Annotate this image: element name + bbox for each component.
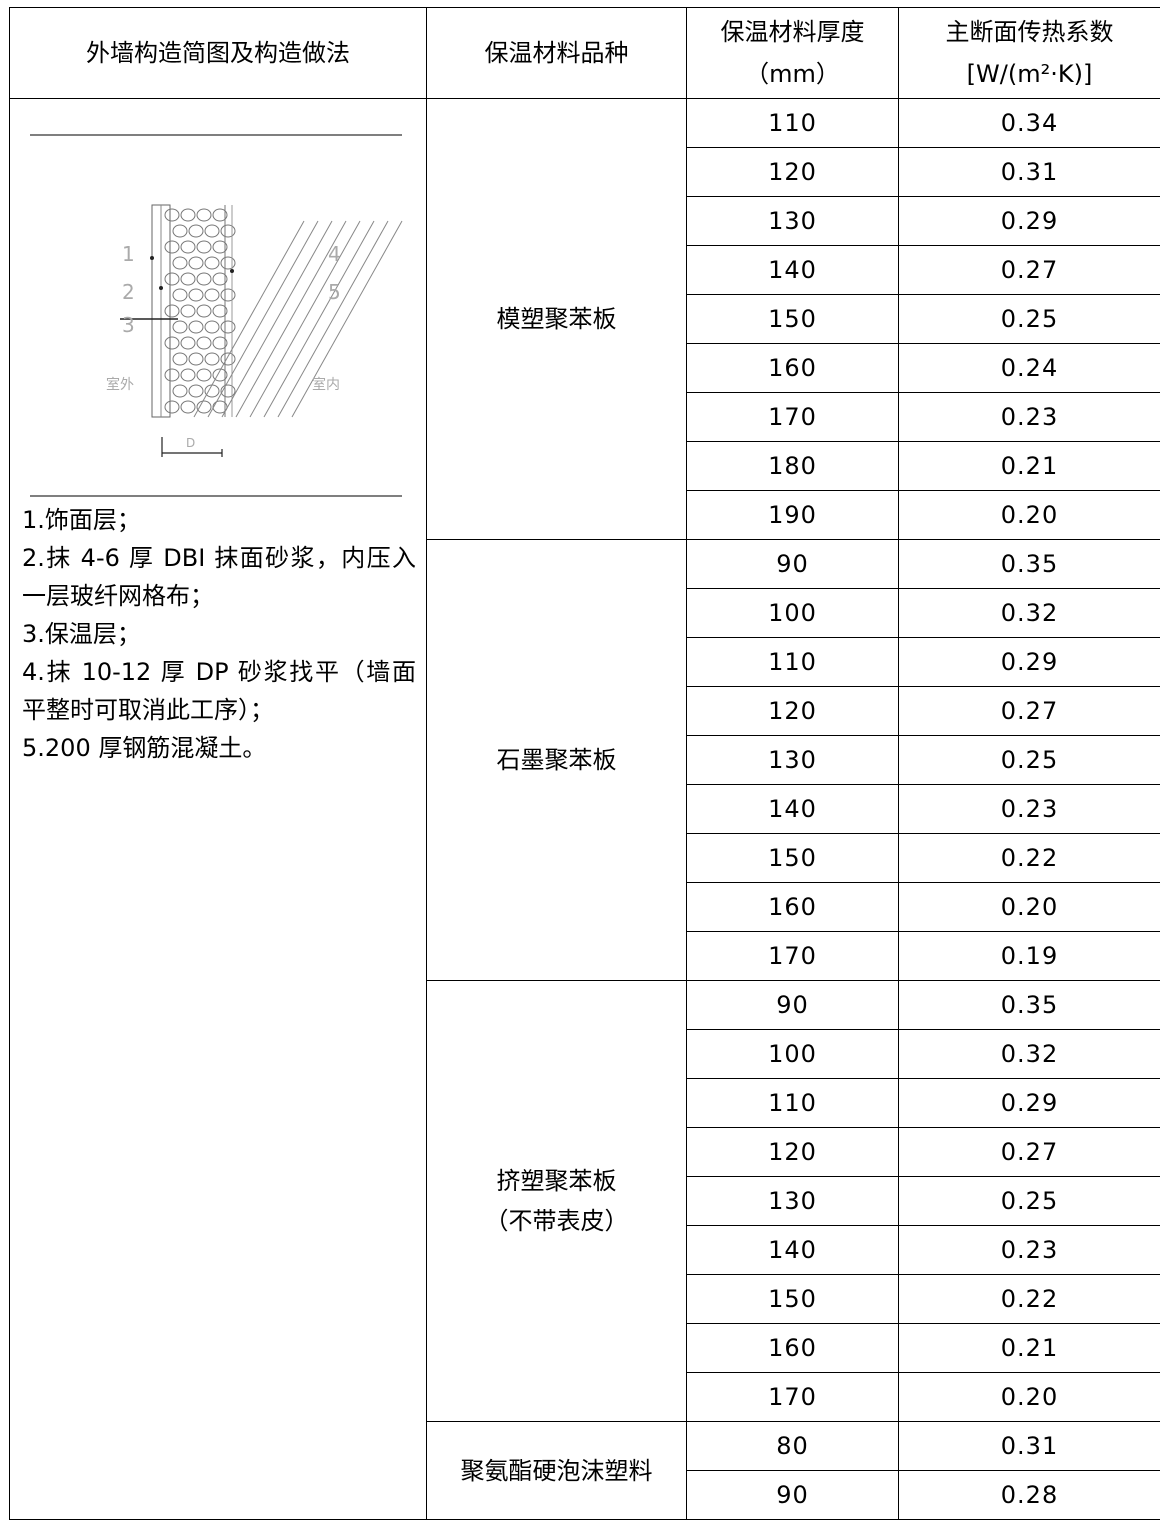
k-value-cell: 0.21 [899, 1324, 1160, 1373]
thickness-cell: 90 [687, 981, 899, 1030]
material-cell: 挤塑聚苯板（不带表皮） [427, 981, 687, 1422]
thickness-cell: 130 [687, 736, 899, 785]
thickness-cell: 160 [687, 883, 899, 932]
k-value-cell: 0.31 [899, 1422, 1160, 1471]
k-value-cell: 0.29 [899, 197, 1160, 246]
thickness-cell: 170 [687, 393, 899, 442]
k-value-cell: 0.20 [899, 491, 1160, 540]
thickness-cell: 160 [687, 1324, 899, 1373]
header-material: 保温材料品种 [427, 8, 687, 99]
k-value-cell: 0.25 [899, 295, 1160, 344]
header-row: 外墙构造简图及构造做法 保温材料品种 保温材料厚度（mm） 主断面传热系数[W/… [10, 8, 1160, 99]
thickness-cell: 110 [687, 99, 899, 148]
k-value-cell: 0.31 [899, 148, 1160, 197]
thickness-cell: 180 [687, 442, 899, 491]
k-value-cell: 0.23 [899, 785, 1160, 834]
thickness-cell: 150 [687, 834, 899, 883]
k-value-cell: 0.32 [899, 1030, 1160, 1079]
note-item: 2.抹 4-6 厚 DBI 抹面砂浆，内压入一层玻纤网格布； [22, 539, 416, 615]
thickness-cell: 100 [687, 589, 899, 638]
header-construction: 外墙构造简图及构造做法 [10, 8, 427, 99]
note-item: 4.抹 10-12 厚 DP 砂浆找平（墙面平整时可取消此工序）； [22, 653, 416, 729]
k-value-cell: 0.35 [899, 540, 1160, 589]
k-value-cell: 0.27 [899, 687, 1160, 736]
note-item: 5.200 厚钢筋混凝土。 [22, 729, 416, 767]
thickness-cell: 130 [687, 1177, 899, 1226]
header-thickness: 保温材料厚度（mm） [687, 8, 899, 99]
thickness-cell: 90 [687, 540, 899, 589]
insulation-table: 外墙构造简图及构造做法 保温材料品种 保温材料厚度（mm） 主断面传热系数[W/… [9, 7, 1160, 1520]
k-value-cell: 0.22 [899, 1275, 1160, 1324]
diagram-label-2: 2 [122, 280, 135, 304]
material-cell: 石墨聚苯板 [427, 540, 687, 981]
wall-section-diagram: 1 2 3 4 5 室外 室内 D [10, 121, 427, 497]
k-value-cell: 0.22 [899, 834, 1160, 883]
thickness-cell: 110 [687, 638, 899, 687]
thickness-cell: 150 [687, 295, 899, 344]
diagram-label-5: 5 [328, 280, 341, 304]
k-value-cell: 0.28 [899, 1471, 1160, 1520]
k-value-cell: 0.27 [899, 246, 1160, 295]
table-row: 1 2 3 4 5 室外 室内 D 1.饰面层； 2.抹 4-6 厚 DBI 抹… [10, 99, 1160, 148]
k-value-cell: 0.23 [899, 1226, 1160, 1275]
diagram-label-1: 1 [122, 242, 135, 266]
thickness-cell: 120 [687, 687, 899, 736]
thickness-cell: 120 [687, 148, 899, 197]
header-heat-transfer: 主断面传热系数[W/(m²·K)] [899, 8, 1160, 99]
k-value-cell: 0.35 [899, 981, 1160, 1030]
thickness-cell: 100 [687, 1030, 899, 1079]
diagram-label-3: 3 [122, 313, 135, 337]
note-item: 1.饰面层； [22, 501, 416, 539]
thickness-cell: 130 [687, 197, 899, 246]
k-value-cell: 0.32 [899, 589, 1160, 638]
k-value-cell: 0.27 [899, 1128, 1160, 1177]
construction-notes: 1.饰面层； 2.抹 4-6 厚 DBI 抹面砂浆，内压入一层玻纤网格布； 3.… [22, 501, 416, 767]
k-value-cell: 0.25 [899, 736, 1160, 785]
material-cell: 聚氨酯硬泡沫塑料 [427, 1422, 687, 1520]
thickness-cell: 170 [687, 1373, 899, 1422]
diagram-label-inside: 室内 [312, 376, 340, 393]
k-value-cell: 0.20 [899, 883, 1160, 932]
k-value-cell: 0.24 [899, 344, 1160, 393]
k-value-cell: 0.19 [899, 932, 1160, 981]
thickness-cell: 90 [687, 1471, 899, 1520]
thickness-cell: 120 [687, 1128, 899, 1177]
material-cell: 模塑聚苯板 [427, 99, 687, 540]
diagram-label-4: 4 [328, 242, 341, 266]
diagram-label-outside: 室外 [106, 376, 134, 393]
thickness-cell: 140 [687, 246, 899, 295]
thickness-cell: 170 [687, 932, 899, 981]
thickness-cell: 150 [687, 1275, 899, 1324]
k-value-cell: 0.21 [899, 442, 1160, 491]
k-value-cell: 0.25 [899, 1177, 1160, 1226]
table-body: 1 2 3 4 5 室外 室内 D 1.饰面层； 2.抹 4-6 厚 DBI 抹… [10, 99, 1160, 1520]
diagram-label-d: D [186, 436, 195, 450]
note-item: 3.保温层； [22, 615, 416, 653]
k-value-cell: 0.20 [899, 1373, 1160, 1422]
construction-cell: 1 2 3 4 5 室外 室内 D 1.饰面层； 2.抹 4-6 厚 DBI 抹… [10, 99, 427, 1520]
k-value-cell: 0.29 [899, 1079, 1160, 1128]
k-value-cell: 0.29 [899, 638, 1160, 687]
thickness-cell: 160 [687, 344, 899, 393]
thickness-cell: 190 [687, 491, 899, 540]
thickness-cell: 140 [687, 1226, 899, 1275]
thickness-cell: 140 [687, 785, 899, 834]
thickness-cell: 80 [687, 1422, 899, 1471]
k-value-cell: 0.34 [899, 99, 1160, 148]
thickness-cell: 110 [687, 1079, 899, 1128]
k-value-cell: 0.23 [899, 393, 1160, 442]
